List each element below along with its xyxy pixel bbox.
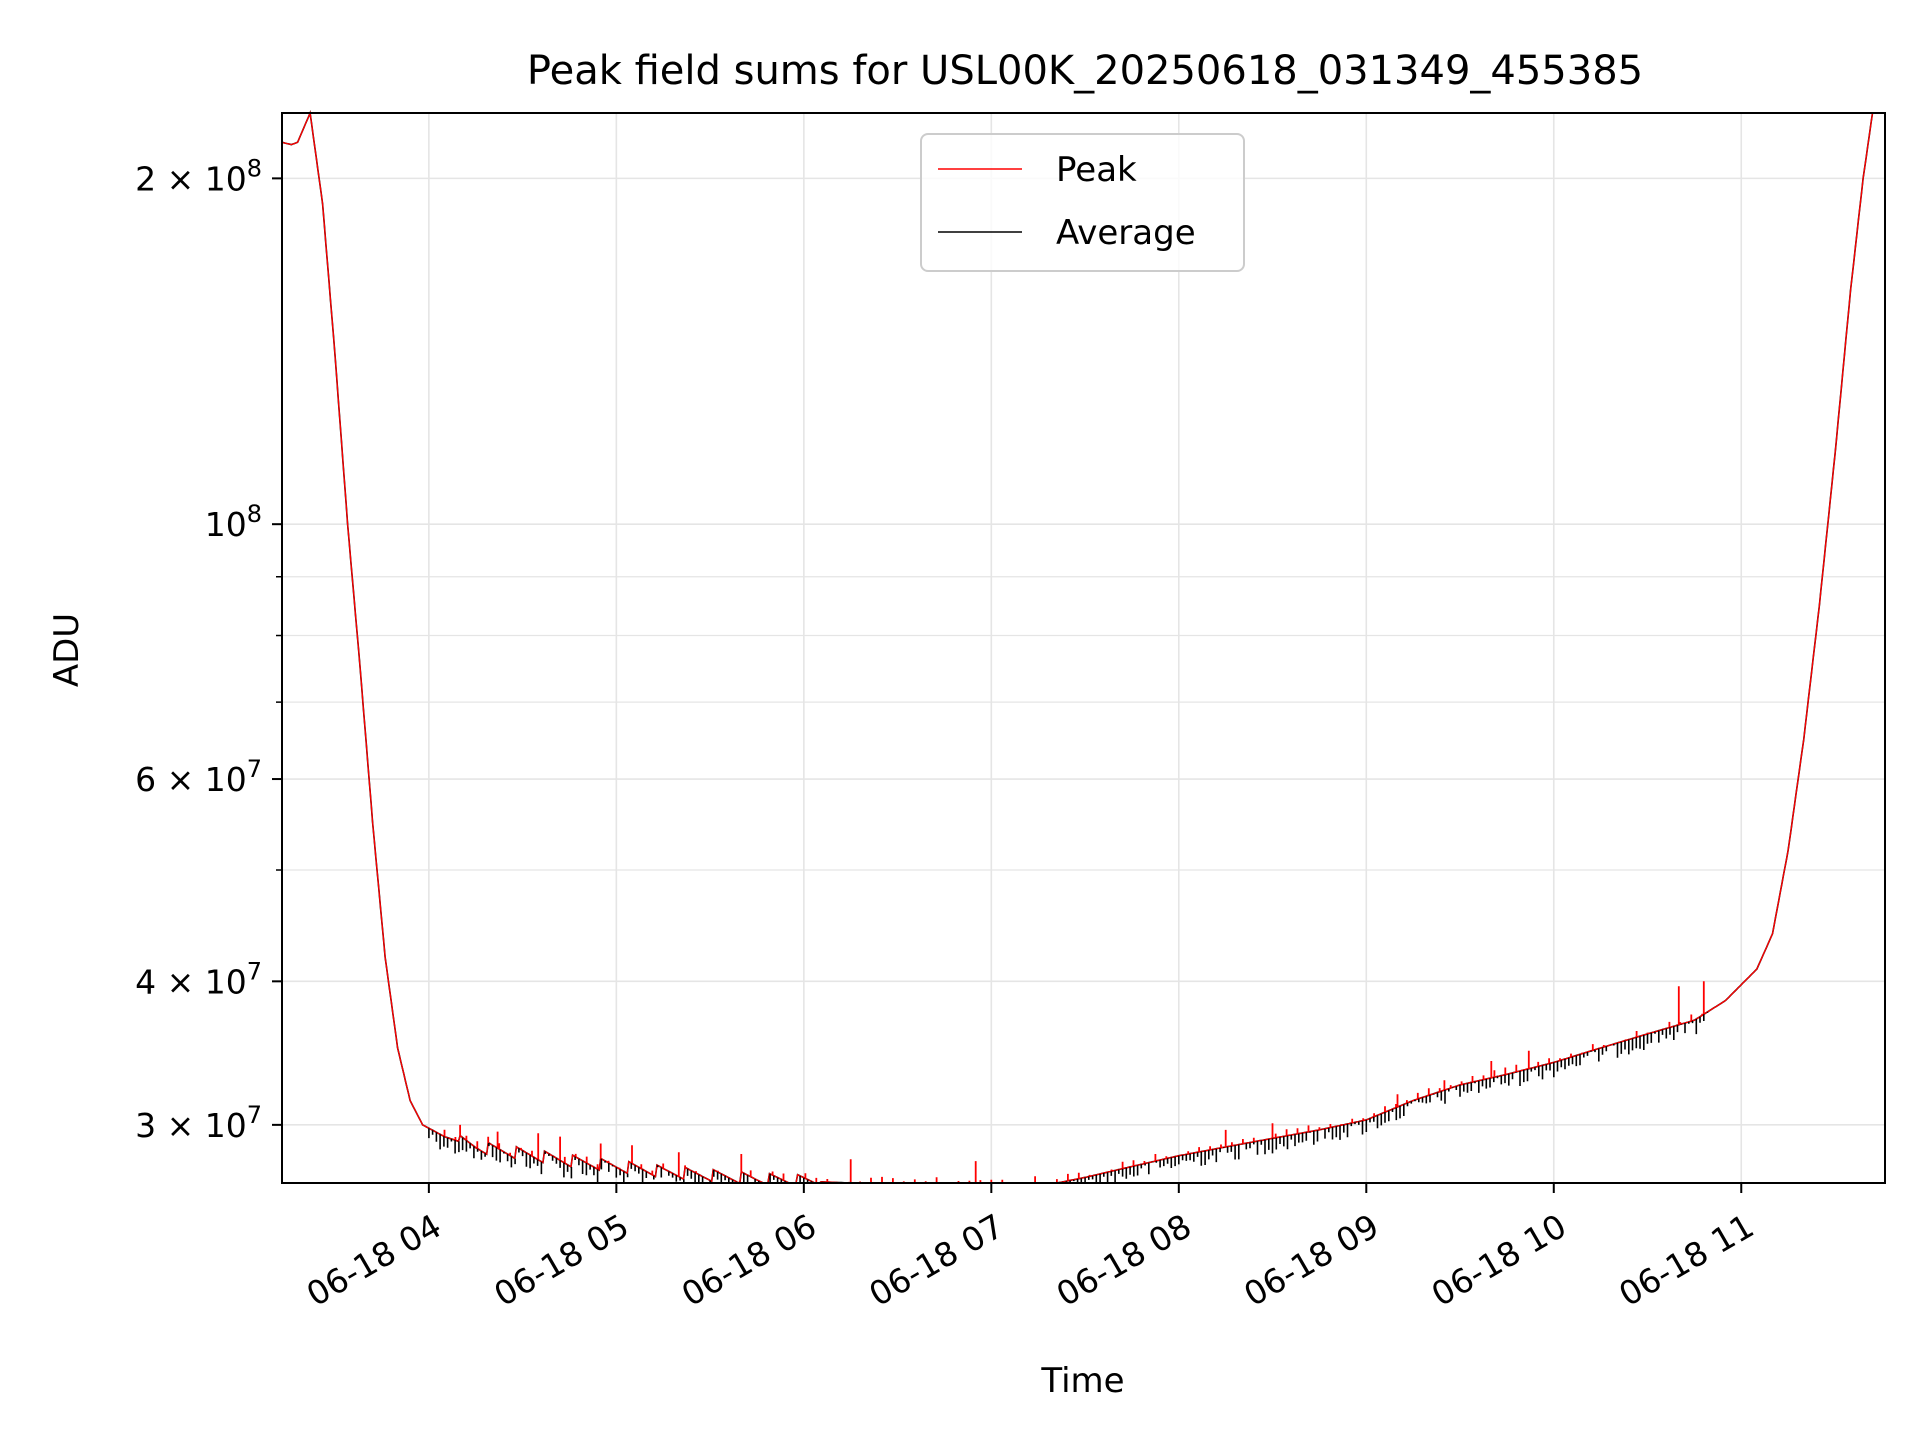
y-axis: 3 × 107 4 × 107 6 × 107 108 2 × 108 bbox=[135, 154, 282, 1145]
x-axis-label: Time bbox=[1040, 1361, 1124, 1401]
y-axis-label: ADU bbox=[47, 613, 87, 687]
y-tick-label: 4 × 107 bbox=[135, 957, 262, 1001]
y-tick-label: 6 × 107 bbox=[135, 755, 262, 799]
average-series-dips bbox=[428, 1011, 1709, 1183]
plot-frame bbox=[281, 112, 1886, 1184]
grid-lines bbox=[282, 113, 1885, 1183]
legend-peak-label: Peak bbox=[1056, 150, 1137, 190]
series-layer bbox=[281, 109, 1885, 1184]
chart-title: Peak field sums for USL00K_20250618_0313… bbox=[527, 48, 1643, 94]
legend-average-label: Average bbox=[1056, 213, 1196, 253]
y-tick-label: 3 × 107 bbox=[135, 1101, 262, 1145]
y-tick-label: 2 × 108 bbox=[135, 154, 262, 198]
y-tick-label: 108 bbox=[205, 500, 262, 544]
legend: Peak Average bbox=[920, 133, 1245, 272]
